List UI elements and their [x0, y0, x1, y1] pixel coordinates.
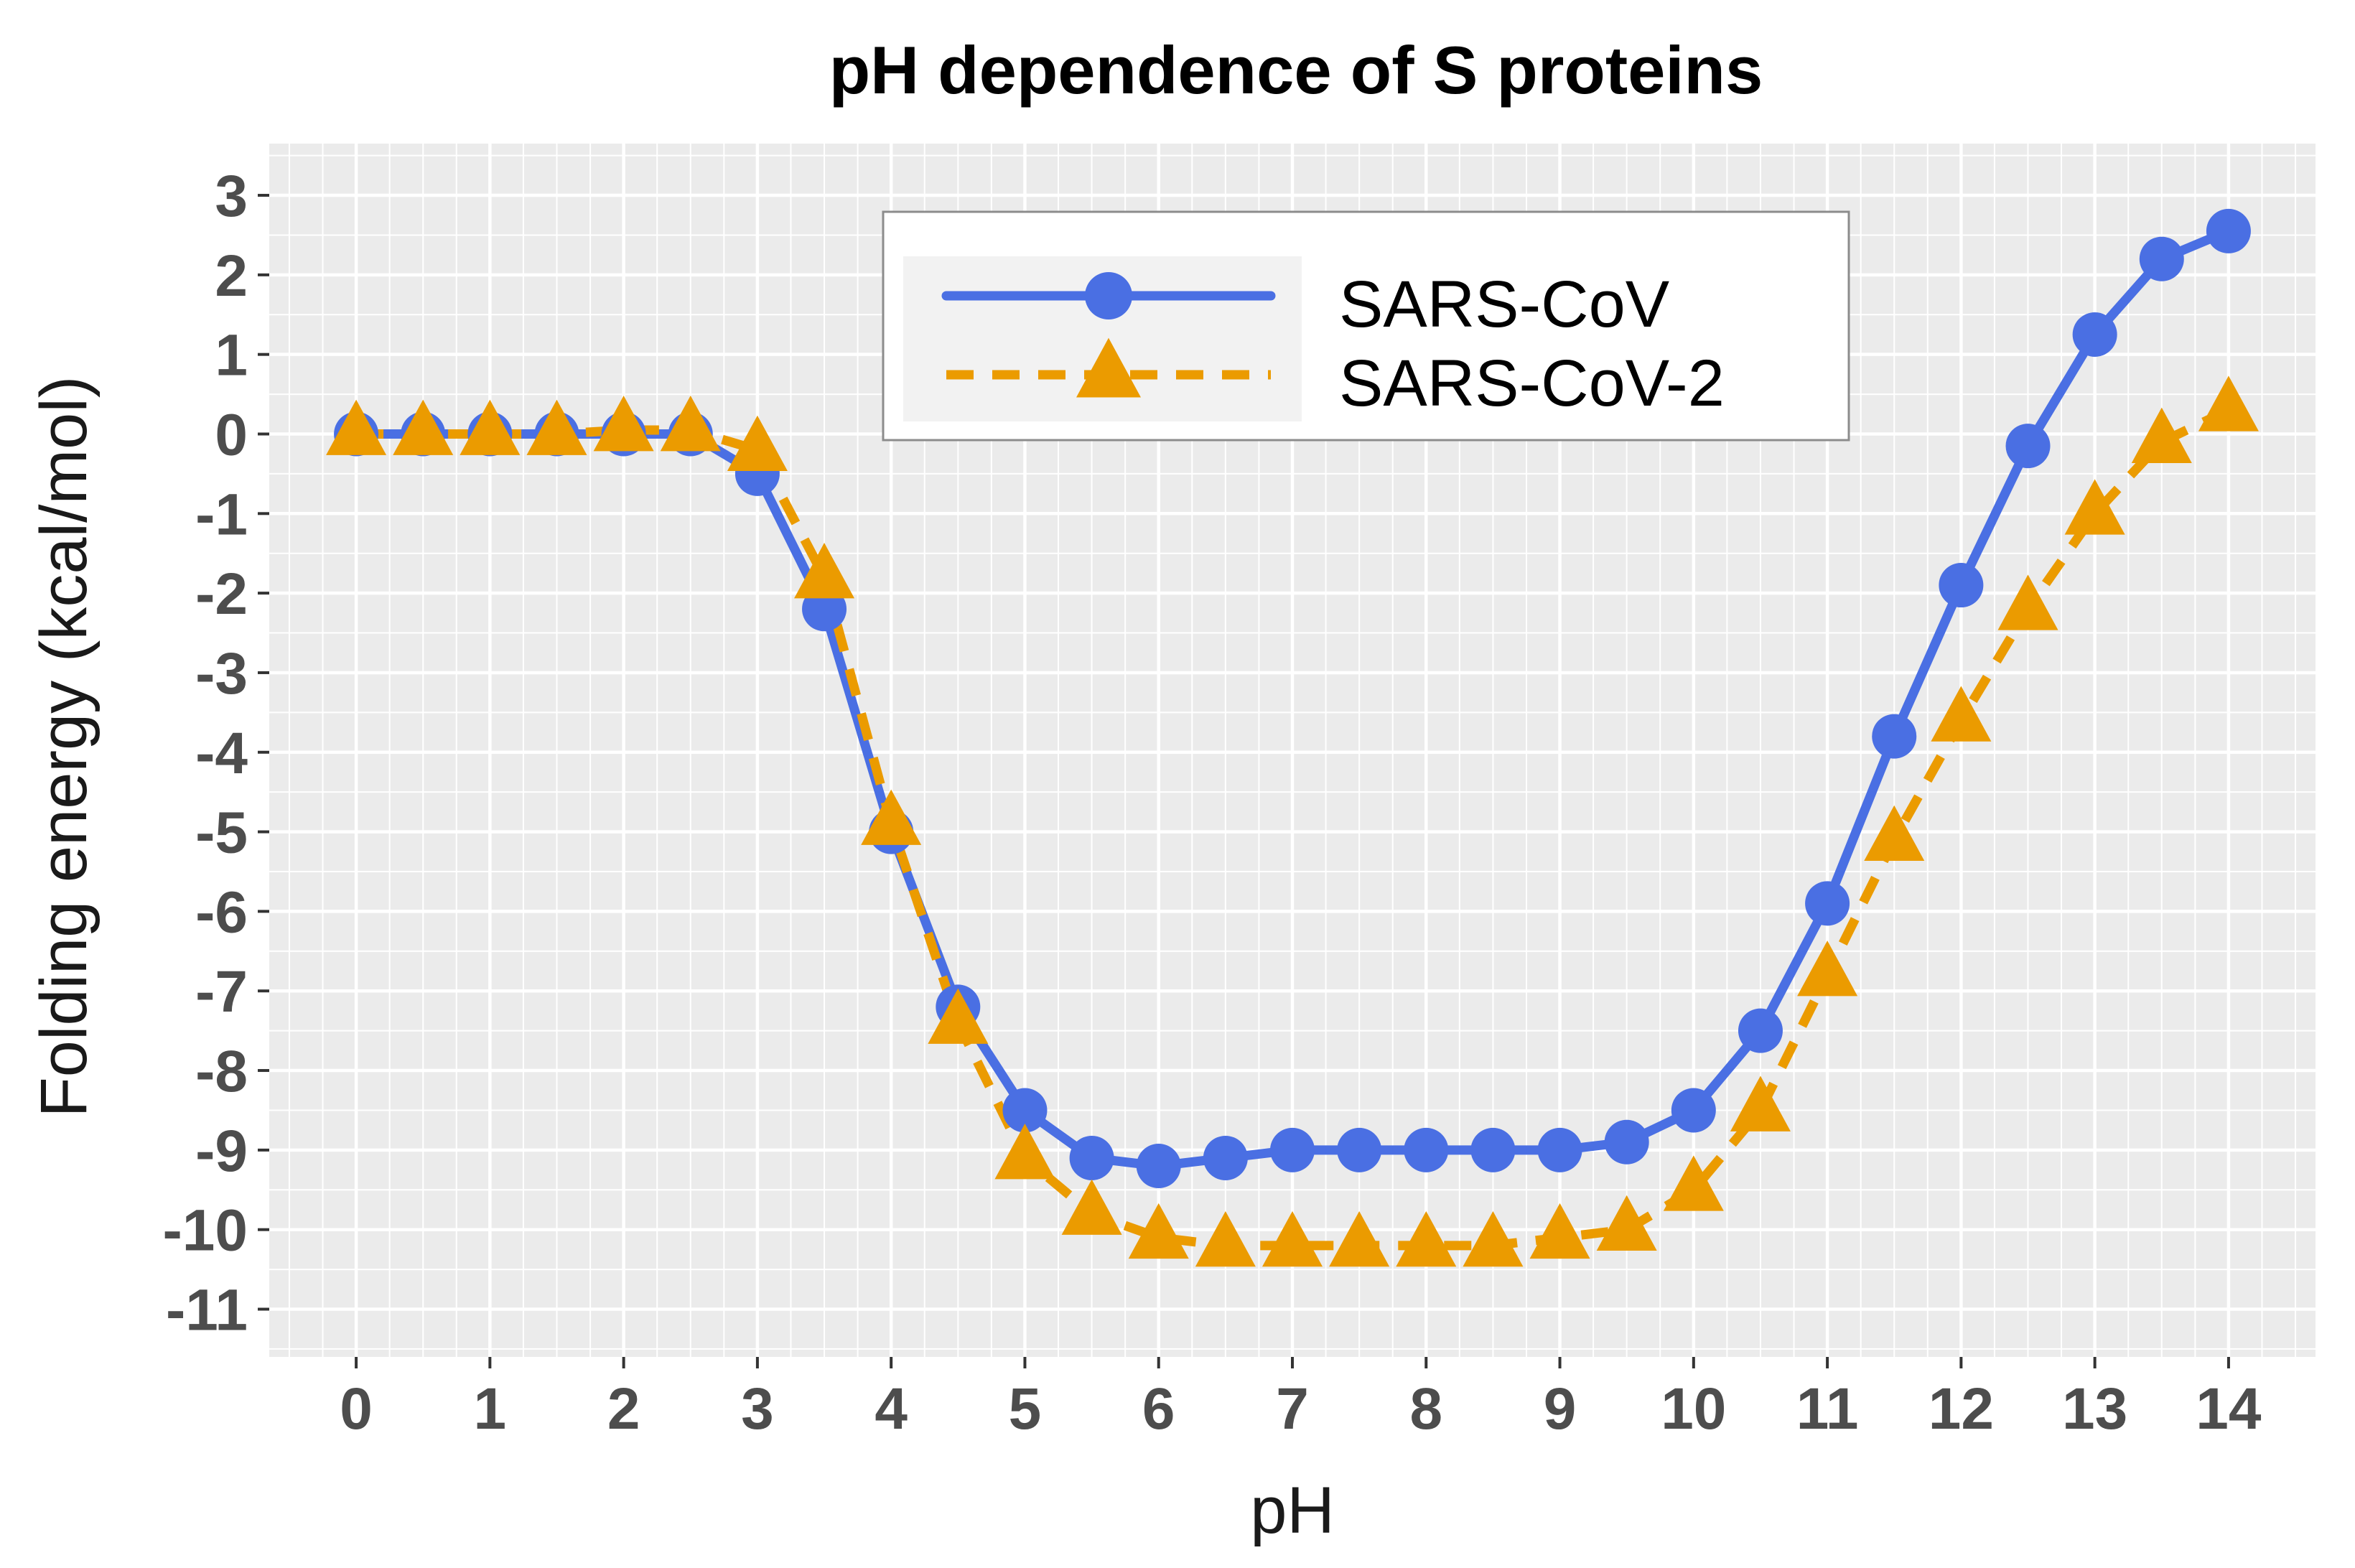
data-point-sars-cov-2	[1262, 1210, 1323, 1267]
x-tick-label: 14	[2196, 1376, 2262, 1442]
legend-key-sars-cov	[941, 272, 1276, 319]
data-point-sars-cov-2	[1997, 574, 2058, 630]
legend-label-sars-cov-2: SARS-CoV-2	[1339, 347, 1725, 420]
y-tick-label: -6	[195, 879, 248, 945]
axes: 0 1 2 3 4 5 6 7 8 9 10 11 12 13 143210-1-2-3-4-5-6-7-8…	[162, 164, 2261, 1442]
data-point-sars-cov	[2005, 424, 2051, 469]
y-tick-label: 0	[215, 402, 248, 467]
data-point-sars-cov-2	[1529, 1203, 1590, 1259]
y-tick-label: -11	[166, 1278, 248, 1343]
data-point-sars-cov	[1537, 1127, 1582, 1172]
legend-label-sars-cov: SARS-CoV	[1339, 268, 1669, 341]
data-point-sars-cov-2	[1730, 1075, 1791, 1131]
data-point-sars-cov-2	[1596, 1195, 1657, 1251]
data-point-sars-cov	[1069, 1135, 1114, 1180]
data-point-sars-cov	[1872, 714, 1917, 759]
data-point-sars-cov	[1671, 1088, 1716, 1133]
data-point-sars-cov-2	[794, 543, 855, 599]
series-line-sars-cov-2	[356, 406, 2231, 1251]
legend-marker-sars-cov	[1085, 272, 1132, 319]
y-tick-label: 1	[215, 323, 248, 388]
x-tick-label: 4	[875, 1376, 908, 1442]
x-tick-label: 11	[1796, 1376, 1859, 1442]
series-marker-group	[326, 375, 2259, 1267]
data-point-sars-cov	[1805, 881, 1850, 926]
data-point-sars-cov	[1203, 1135, 1248, 1180]
data-point-sars-cov-2	[660, 396, 721, 452]
data-series	[326, 208, 2259, 1267]
x-tick-label: 0	[340, 1376, 373, 1442]
y-tick-label: -3	[195, 641, 248, 706]
data-point-sars-cov-2	[2198, 375, 2259, 431]
data-point-sars-cov-2	[1128, 1203, 1189, 1259]
x-tick-label: 9	[1544, 1376, 1577, 1442]
x-tick-label: 6	[1142, 1376, 1175, 1442]
data-point-sars-cov-2	[593, 396, 654, 452]
y-tick-label: 3	[215, 164, 248, 229]
data-point-sars-cov-2	[928, 988, 989, 1044]
data-point-sars-cov	[1738, 1008, 1783, 1053]
data-point-sars-cov-2	[1931, 686, 1992, 742]
x-tick-label: 5	[1009, 1376, 1042, 1442]
x-tick-label: 3	[741, 1376, 774, 1442]
data-point-sars-cov-2	[460, 399, 521, 455]
y-tick-label: 2	[215, 243, 248, 309]
x-tick-label: 2	[607, 1376, 640, 1442]
data-point-sars-cov	[1939, 563, 1984, 608]
y-tick-label: -1	[195, 482, 248, 547]
data-point-sars-cov	[1404, 1127, 1449, 1172]
data-point-sars-cov-2	[1195, 1210, 1256, 1267]
data-point-sars-cov	[1604, 1119, 1649, 1165]
data-point-sars-cov	[1270, 1127, 1315, 1172]
data-point-sars-cov-2	[326, 399, 387, 455]
legend: SARS-CoV SARS-CoV-2	[882, 210, 1850, 442]
data-point-sars-cov-2	[1663, 1155, 1724, 1211]
data-point-sars-cov	[1002, 1088, 1048, 1133]
data-point-sars-cov-2	[1329, 1210, 1390, 1267]
data-point-sars-cov-2	[1797, 941, 1858, 997]
data-point-sars-cov-2	[393, 399, 454, 455]
data-point-sars-cov-2	[1864, 805, 1925, 862]
data-point-sars-cov-2	[861, 789, 922, 845]
x-tick-label: 7	[1276, 1376, 1309, 1442]
y-tick-label: -4	[195, 721, 248, 786]
data-point-sars-cov-2	[994, 1124, 1055, 1180]
data-point-sars-cov	[1136, 1144, 1181, 1189]
x-tick-label: 13	[2062, 1376, 2127, 1442]
y-tick-label: -9	[195, 1119, 248, 1184]
data-point-sars-cov-2	[1463, 1210, 1524, 1267]
x-tick-label: 10	[1661, 1376, 1726, 1442]
gridlines	[269, 144, 2316, 1357]
x-tick-label: 1	[474, 1376, 507, 1442]
data-point-sars-cov-2	[526, 399, 587, 455]
data-point-sars-cov	[2072, 312, 2117, 357]
x-tick-label: 12	[1929, 1376, 1994, 1442]
series-line-group	[356, 406, 2231, 1251]
data-point-sars-cov	[1470, 1127, 1516, 1172]
data-point-sars-cov-2	[1396, 1210, 1457, 1267]
data-point-sars-cov	[2139, 236, 2184, 281]
data-point-sars-cov-2	[727, 415, 788, 472]
chart-title: pH dependence of S proteins	[829, 32, 1763, 108]
legend-key-sars-cov-2	[946, 337, 1271, 398]
x-tick-label: 8	[1409, 1376, 1442, 1442]
data-point-sars-cov	[1337, 1127, 1382, 1172]
x-axis-title: pH	[1250, 1474, 1335, 1547]
data-point-sars-cov-2	[1061, 1179, 1122, 1235]
y-tick-label: -8	[195, 1039, 248, 1104]
data-point-sars-cov-2	[2131, 407, 2192, 463]
y-tick-label: -7	[195, 959, 248, 1025]
data-point-sars-cov	[2206, 208, 2251, 253]
y-tick-label: -5	[195, 801, 248, 866]
legend-marker-sars-cov-2	[1076, 337, 1141, 398]
y-tick-label: -10	[162, 1198, 248, 1264]
data-point-sars-cov-2	[2064, 479, 2125, 535]
y-tick-label: -2	[195, 561, 248, 627]
y-axis-title: Folding energy (kcal/mol)	[27, 376, 101, 1118]
